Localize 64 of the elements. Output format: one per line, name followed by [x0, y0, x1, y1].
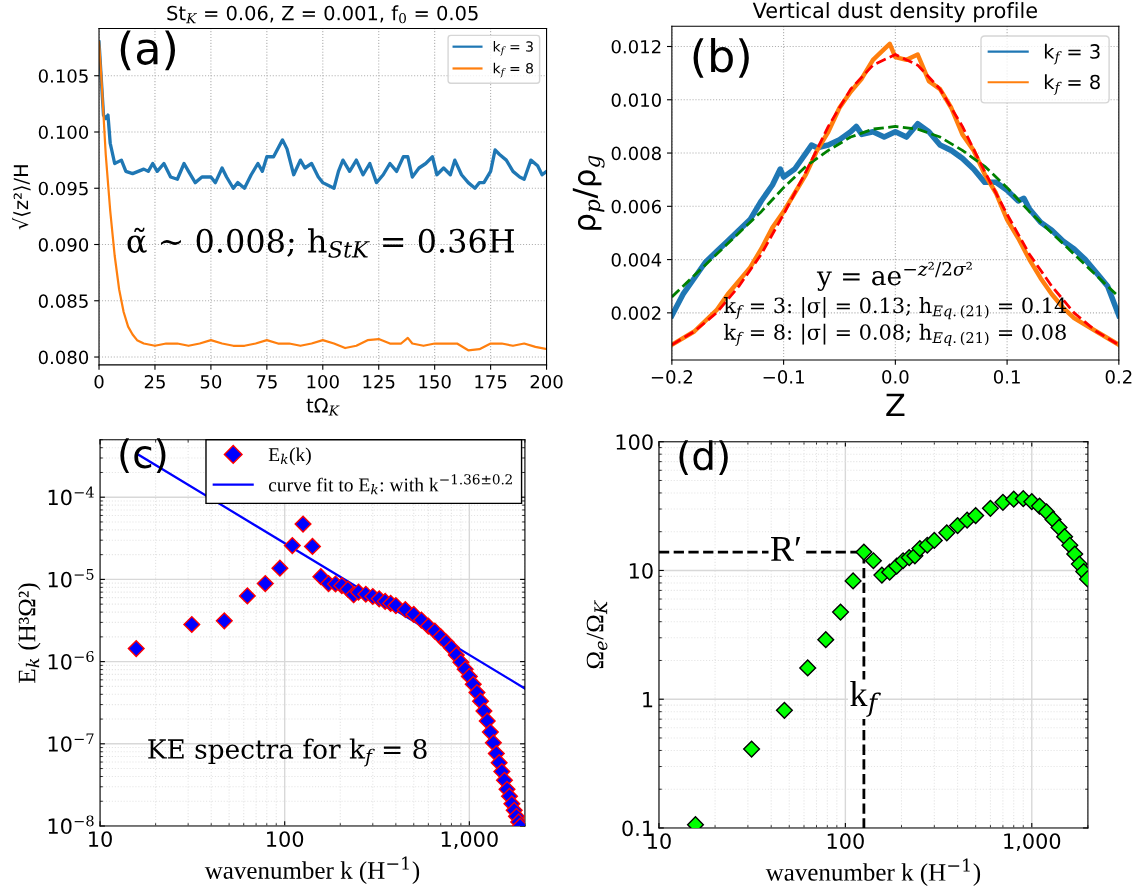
chart-title: St$_{K}$ = 0.06, Z = 0.001, f$_{0}$ = 0.05 [167, 5, 478, 24]
y-tick-label: 1 [643, 691, 653, 708]
x-axis-title: tΩ$_{K}$ [306, 398, 340, 416]
annotation: (b) [693, 38, 749, 78]
y-tick-label: 0.085 [38, 294, 88, 308]
annotation: (d) [679, 440, 728, 475]
x-tick-label: 200 [530, 374, 563, 389]
x-tick-label: −0.2 [651, 370, 692, 384]
legend-label: E$_{k}$(k) [268, 447, 311, 466]
x-tick-label: 10 [89, 831, 112, 847]
y-axis-title: √⟨z²⟩/H [12, 165, 31, 230]
annotation: α̃ ∼ 0.008; h$_{StK}$ = 0.36H [127, 227, 514, 258]
legend-label: k$_{f}$ = 8 [493, 62, 534, 78]
legend-label: k$_{f}$ = 3 [493, 40, 533, 56]
y-axis-title: E$_{k}$ (H³Ω²) [17, 583, 41, 683]
y-tick-label: 10$^{−7}$ [48, 733, 94, 752]
annotation: KE spectra for k$_{f}$ = 8 [148, 738, 427, 767]
y-tick-label: 0.006 [611, 199, 662, 214]
x-axis-title: wavenumber k (H$^{−1}$) [765, 858, 981, 886]
x-tick-label: 25 [144, 374, 165, 389]
x-tick-label: 1,000 [441, 831, 498, 850]
legend-label: k$_{f}$ = 3 [1044, 43, 1100, 65]
annotation: (a) [120, 30, 176, 71]
annotation: k$_{f}$ = 8: |σ| = 0.08; h$_{Eq.(21)}$ = 0.08 [723, 323, 1066, 346]
y-tick-label: 10$^{−4}$ [48, 486, 94, 506]
x-axis-title: wavenumber k (H$^{−1}$) [204, 856, 420, 884]
y-tick-label: 100 [616, 434, 653, 450]
y-tick-label: 0.008 [611, 146, 661, 161]
y-axis-title: ρ$_{p}$/ρ$_{g}$ [572, 155, 605, 230]
x-tick-label: 100 [827, 833, 864, 849]
y-tick-label: 0.100 [38, 125, 89, 140]
y-tick-label: 0.010 [611, 93, 661, 107]
x-tick-label: −0.1 [763, 370, 804, 384]
x-tick-label: 0.0 [882, 370, 909, 384]
x-tick-label: 175 [475, 375, 507, 389]
y-tick-label: 0.004 [611, 253, 662, 267]
x-axis-title: Z [886, 393, 905, 416]
y-tick-label: 0.095 [38, 181, 88, 196]
x-tick-label: 1,000 [1004, 833, 1061, 852]
y-tick-label: 0.002 [611, 306, 661, 320]
annotation: R′ [770, 537, 801, 561]
x-tick-label: 100 [307, 374, 339, 389]
y-tick-label: 0.080 [38, 350, 89, 365]
y-tick-label: 0.105 [38, 69, 88, 83]
x-tick-label: 0 [94, 374, 104, 389]
x-tick-label: 100 [267, 831, 304, 847]
y-axis-title: Ω$_{e}$/Ω$_{K}$ [586, 600, 608, 669]
x-tick-label: 75 [256, 375, 277, 389]
x-tick-label: 0.1 [993, 370, 1020, 384]
y-tick-label: 10$^{−5}$ [48, 568, 94, 588]
x-tick-label: 125 [363, 374, 395, 389]
y-tick-label: 0.012 [611, 39, 661, 54]
annotation: y = ae$^{−z²/2σ²}$ [816, 261, 972, 291]
y-tick-label: 10 [629, 562, 653, 579]
annotation: k$_{f}$ [850, 680, 881, 717]
legend-label: k$_{f}$ = 8 [1044, 74, 1100, 95]
x-tick-label: 150 [419, 374, 451, 389]
x-tick-label: 50 [200, 374, 222, 389]
x-tick-label: 0.2 [1105, 370, 1132, 384]
y-tick-label: 0.090 [38, 237, 89, 252]
chart-title: Vertical dust density profile [752, 2, 1037, 23]
annotation: (c) [120, 438, 166, 473]
legend-label: curve fit to E$_{k}$: with k$^{−1.36±0.2}$ [268, 474, 512, 495]
y-tick-label: 10$^{−6}$ [48, 650, 94, 670]
